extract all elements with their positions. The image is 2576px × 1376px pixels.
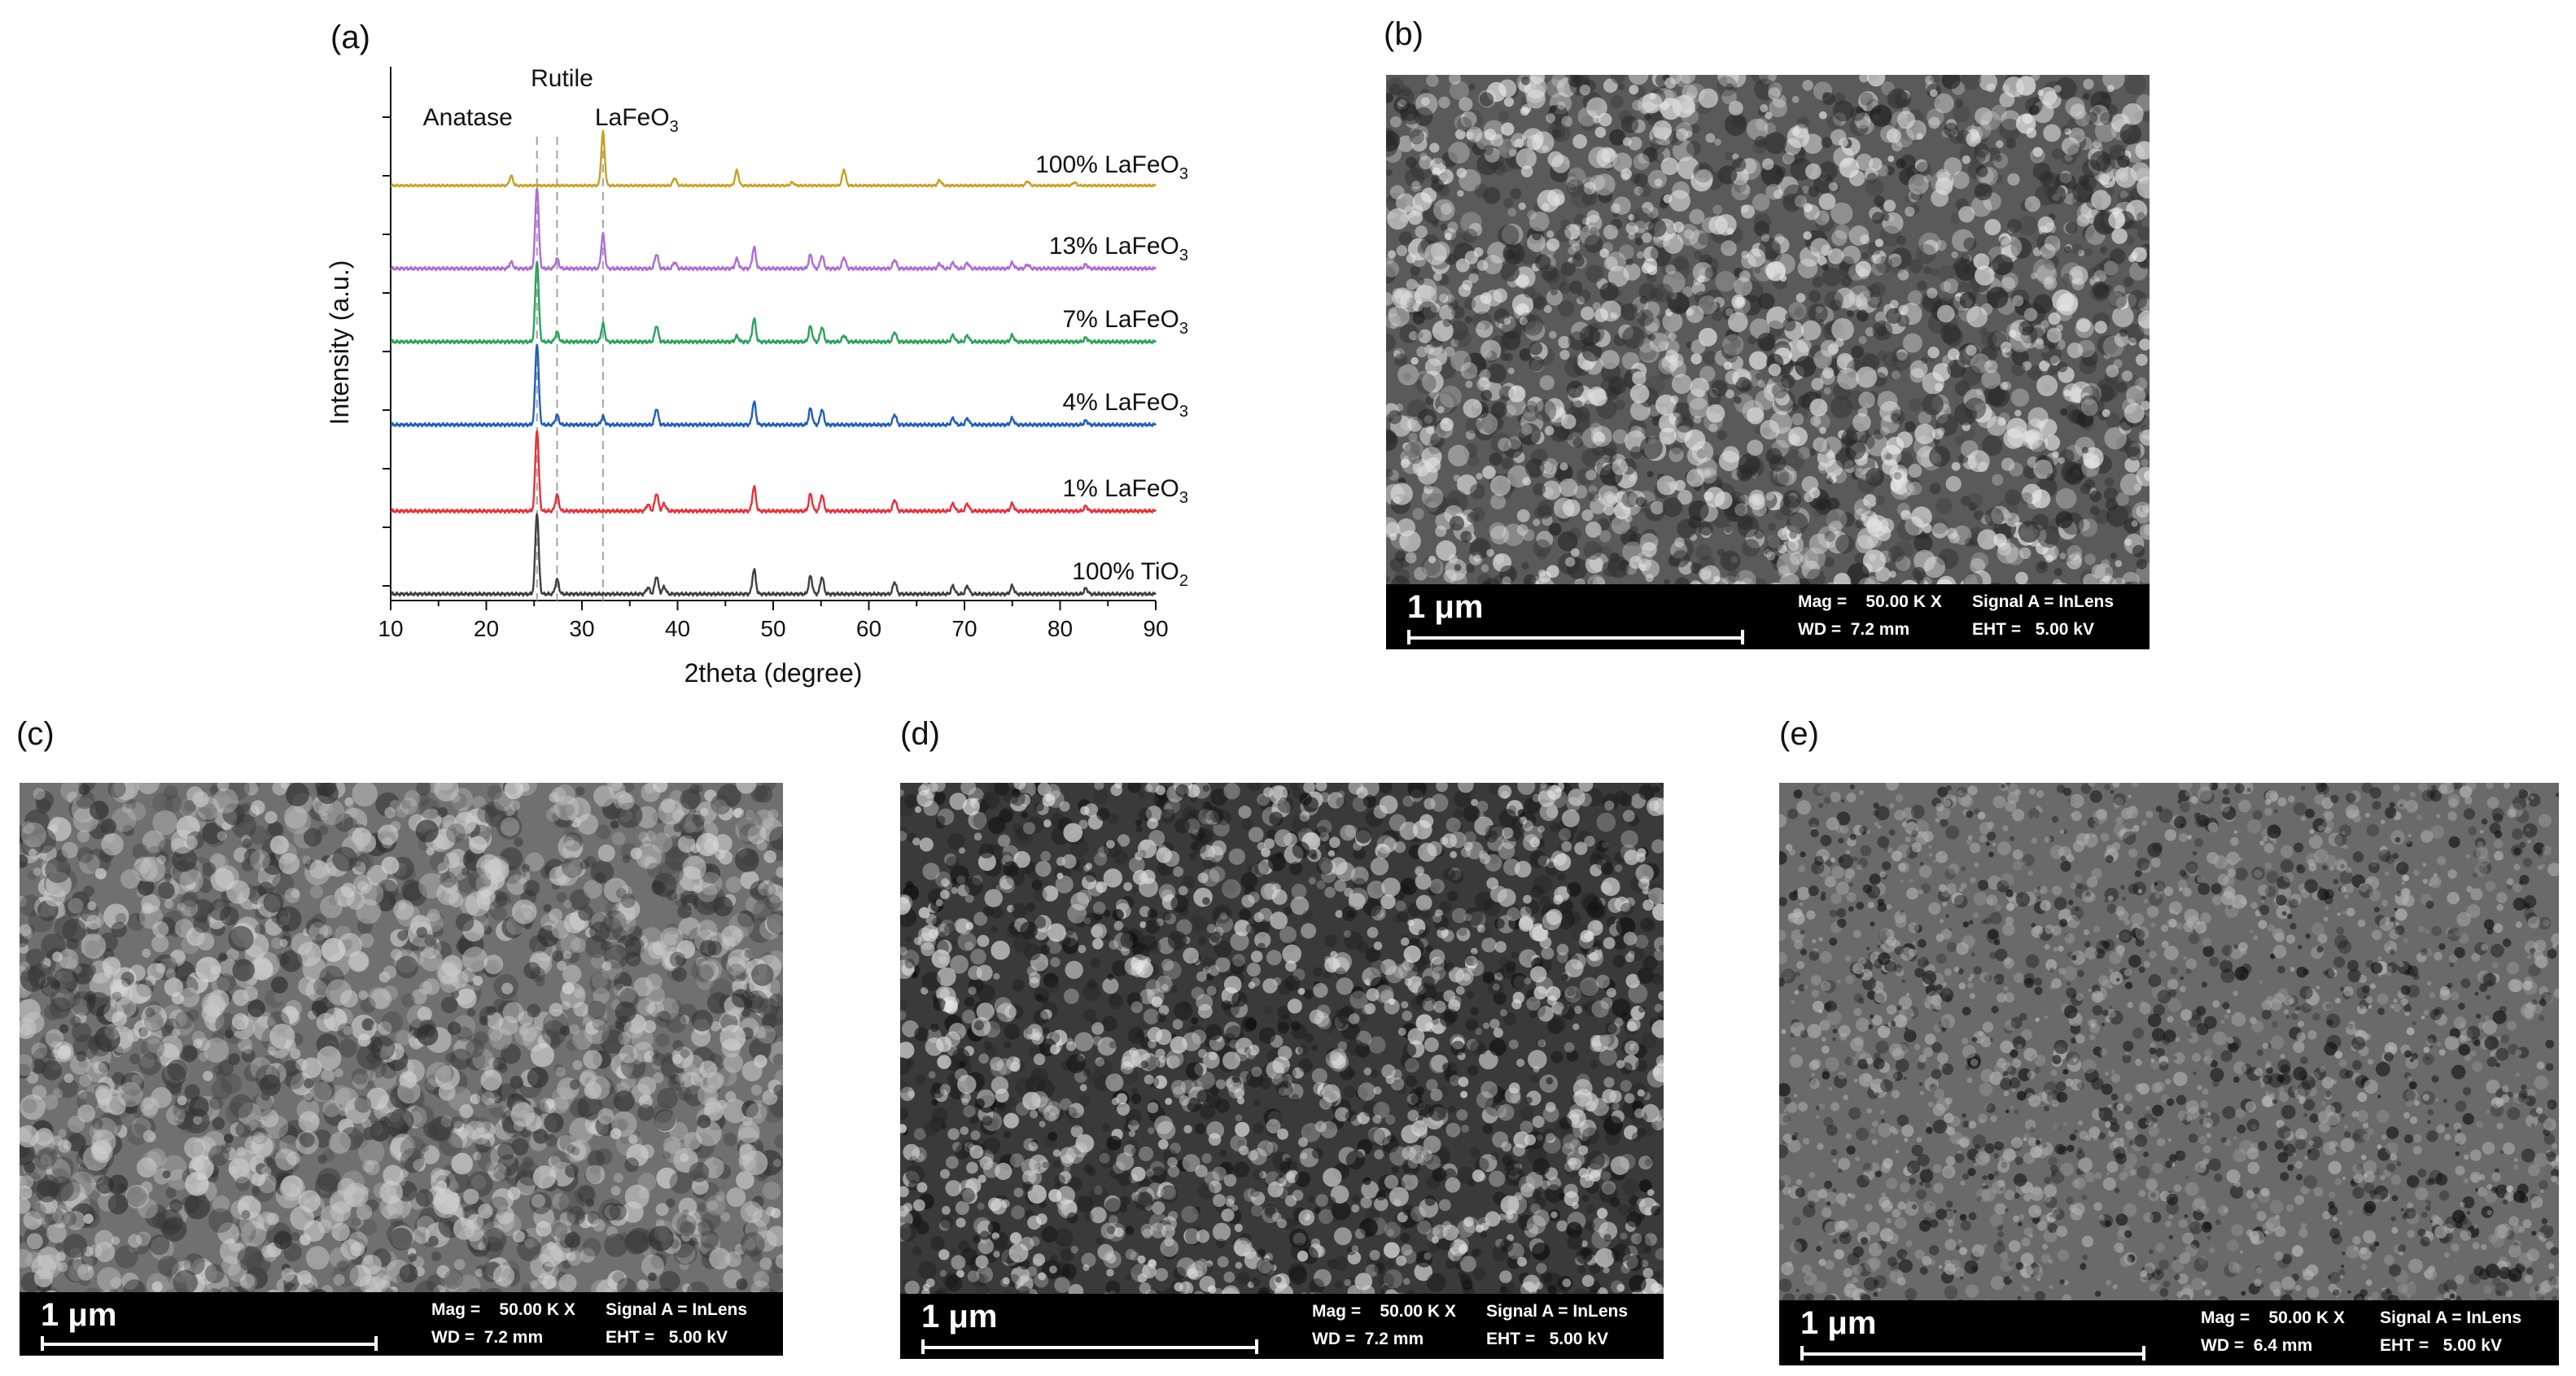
sem-databar-b: 1 μm Mag = 50.00 K X Signal A = InLens W… [1386,584,2150,649]
eht-text-c: EHT = 5.00 kV [606,1328,728,1347]
scale-label-c: 1 μm [41,1297,117,1333]
signal-text-d: Signal A = InLens [1486,1302,1629,1321]
sem-image-d: 1 μm Mag = 50.00 K X Signal A = InLens W… [900,783,1664,1359]
series-label: 7% LaFeO3 [1062,306,1188,338]
x-tick-label: 80 [1047,616,1073,641]
x-tick-label: 40 [665,616,690,641]
scale-label-b: 1 μm [1407,589,1484,625]
series-label: 13% LaFeO3 [1049,233,1188,264]
panel-label-b: (b) [1384,16,1424,52]
sem-texture-b [1386,75,2150,649]
scale-bar-d [921,1339,1258,1354]
series-line [390,260,1157,345]
wd-text-e: WD = 6.4 mm [2201,1336,2313,1355]
mag-text-e: Mag = 50.00 K X [2201,1308,2345,1327]
x-axis-title: 2theta (degree) [684,658,863,688]
phase-label: Rutile [531,65,593,92]
x-tick-label: 50 [760,616,785,641]
series-line [390,430,1157,514]
panel-label-c: (c) [16,716,55,752]
x-tick-label: 30 [569,616,594,641]
signal-text-e: Signal A = InLens [2380,1308,2522,1327]
sem-databar-c: 1 μm Mag = 50.00 K X Signal A = InLens W… [20,1292,783,1356]
scale-label-d: 1 μm [921,1299,998,1335]
eht-text-e: EHT = 5.00 kV [2380,1336,2502,1355]
sem-databar-e: 1 μm Mag = 50.00 K X Signal A = InLens W… [1779,1300,2559,1365]
series-label: 4% LaFeO3 [1062,389,1188,421]
sem-texture-c [20,783,783,1356]
sem-texture-e [1779,783,2559,1365]
series-label: 100% TiO2 [1072,558,1188,590]
series-label: 100% LaFeO3 [1035,151,1188,183]
xrd-chart: 10 20 30 40 50 60 70 80 90 2theta (degree) Intensi… [325,65,1188,688]
sem-texture-d [900,783,1664,1359]
sem-databar-d: 1 μm Mag = 50.00 K X Signal A = InLens W… [900,1294,1664,1359]
signal-text-c: Signal A = InLens [606,1300,748,1319]
scale-bar-c [41,1336,378,1351]
scale-bar-b [1407,630,1744,644]
panel-label-e: (e) [1779,716,1819,752]
wd-text-b: WD = 7.2 mm [1798,620,1910,639]
wd-text-d: WD = 7.2 mm [1312,1330,1424,1348]
series-line [390,129,1157,188]
sem-image-c: 1 μm Mag = 50.00 K X Signal A = InLens W… [20,783,783,1356]
sem-image-e: 1 μm Mag = 50.00 K X Signal A = InLens W… [1779,783,2559,1365]
series-label: 1% LaFeO3 [1062,475,1188,507]
x-tick-label: 90 [1143,616,1168,641]
scale-bar-e [1800,1346,2145,1361]
signal-text-b: Signal A = InLens [1972,592,2115,611]
series-line [390,187,1157,272]
series-line [390,513,1157,597]
x-tick-label: 10 [378,616,403,641]
wd-text-c: WD = 7.2 mm [431,1328,544,1347]
eht-text-b: EHT = 5.00 kV [1972,620,2094,639]
mag-text-d: Mag = 50.00 K X [1312,1302,1456,1321]
eht-text-d: EHT = 5.00 kV [1486,1330,1608,1348]
panel-label-d: (d) [900,716,940,752]
series-line [390,343,1157,428]
phase-label: Anatase [423,104,513,131]
x-tick-label: 70 [951,616,977,641]
x-tick-label: 60 [856,616,881,641]
scale-label-e: 1 μm [1800,1305,1877,1341]
y-axis-title: Intensity (a.u.) [325,260,354,426]
x-tick-label: 20 [474,616,499,641]
sem-image-b: 1 μm Mag = 50.00 K X Signal A = InLens W… [1386,75,2150,649]
mag-text-c: Mag = 50.00 K X [431,1300,575,1319]
panel-label-a: (a) [330,20,370,55]
phase-label: LaFeO3 [595,104,679,136]
mag-text-b: Mag = 50.00 K X [1798,592,1942,611]
